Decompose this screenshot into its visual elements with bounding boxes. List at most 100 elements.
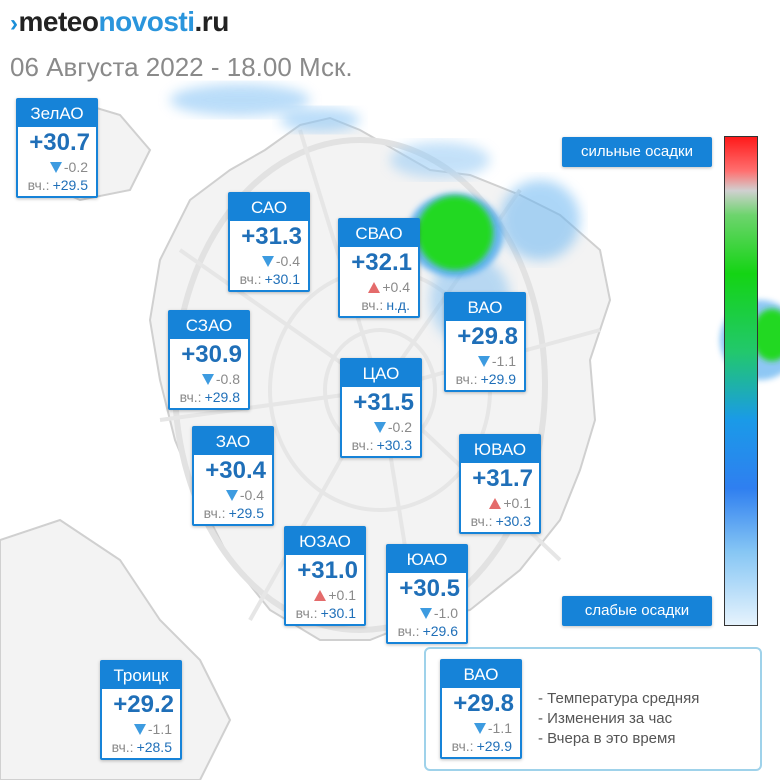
yesterday-temp: н.д. [386, 297, 410, 313]
yesterday-temp: +30.1 [320, 605, 356, 621]
legend-example-card: ВАО +29.8 -1.1 вч.: +29.9 [440, 659, 522, 759]
district-name: САО [230, 194, 308, 221]
yesterday-temp: +30.1 [264, 271, 300, 287]
hourly-change: -1.1 [133, 721, 172, 737]
yesterday-value: вч.: +29.5 [204, 505, 264, 521]
district-name: ЦАО [342, 360, 420, 387]
arrow-down-icon [261, 255, 274, 267]
district-temperature: +29.8 [453, 690, 514, 717]
change-value: -1.1 [491, 353, 516, 369]
arrow-down-icon [49, 161, 62, 173]
district-temperature: +31.0 [297, 557, 358, 584]
forecast-date: 06 Августа 2022 - 18.00 Мск. [10, 52, 353, 82]
district-temperature: +30.4 [205, 457, 266, 484]
yesterday-label: вч.: [470, 513, 493, 529]
yesterday-label: вч.: [239, 271, 262, 287]
yesterday-value: вч.: +28.5 [112, 739, 172, 755]
district-card-yuao: ЮАО +30.5 -1.0 вч.: +29.6 [386, 544, 468, 644]
arrow-down-icon [373, 421, 386, 433]
district-temperature: +31.7 [472, 465, 533, 492]
district-card-yuzao: ЮЗАО +31.0 +0.1 вч.: +30.1 [284, 526, 366, 626]
change-value: -0.4 [275, 253, 300, 269]
district-name: СВАО [340, 220, 418, 247]
yesterday-temp: +29.5 [228, 505, 264, 521]
yesterday-value: вч.: +30.1 [296, 605, 356, 621]
logo-part-meteo: meteo [18, 6, 99, 37]
district-card-svao: СВАО +32.1 +0.4 вч.: н.д. [338, 218, 420, 318]
district-name: СЗАО [170, 312, 248, 339]
strong-precip-label: сильные осадки [562, 137, 712, 167]
district-card-sao: САО +31.3 -0.4 вч.: +30.1 [228, 192, 310, 292]
arrow-down-icon [225, 489, 238, 501]
arrow-up-icon [489, 497, 502, 509]
legend-line-yesterday: - Вчера в это время [538, 730, 676, 747]
yesterday-label: вч.: [179, 389, 202, 405]
yesterday-value: вч.: +29.8 [180, 389, 240, 405]
legend-lines: - Температура средняя - Изменения за час… [538, 689, 699, 749]
yesterday-label: вч.: [451, 738, 474, 754]
district-temperature: +30.7 [29, 129, 90, 156]
change-value: +0.4 [382, 279, 410, 295]
yesterday-temp: +29.5 [52, 177, 88, 193]
yesterday-temp: +29.8 [204, 389, 240, 405]
yesterday-value: вч.: +29.9 [452, 738, 512, 754]
district-temperature: +30.5 [399, 575, 460, 602]
yesterday-temp: +30.3 [376, 437, 412, 453]
hourly-change: -0.2 [49, 159, 88, 175]
yesterday-temp: +29.9 [476, 738, 512, 754]
weak-precip-label: слабые осадки [562, 596, 712, 626]
yesterday-label: вч.: [351, 437, 374, 453]
yesterday-temp: +29.9 [480, 371, 516, 387]
yesterday-value: вч.: +30.3 [471, 513, 531, 529]
district-temperature: +31.5 [353, 389, 414, 416]
yesterday-label: вч.: [361, 297, 384, 313]
yesterday-label: вч.: [27, 177, 50, 193]
hourly-change: +0.1 [489, 495, 531, 511]
arrow-down-icon [477, 355, 490, 367]
yesterday-label: вч.: [295, 605, 318, 621]
district-card-zao: ЗАО +30.4 -0.4 вч.: +29.5 [192, 426, 274, 526]
district-name: ЗелАО [18, 100, 96, 127]
change-value: -1.1 [487, 720, 512, 736]
hourly-change: -1.1 [477, 353, 516, 369]
yesterday-value: вч.: +30.1 [240, 271, 300, 287]
arrow-up-icon [314, 589, 327, 601]
district-temperature: +31.3 [241, 223, 302, 250]
change-value: -0.2 [387, 419, 412, 435]
yesterday-value: вч.: +29.6 [398, 623, 458, 639]
district-name: ЮЗАО [286, 528, 364, 555]
change-value: -0.8 [215, 371, 240, 387]
yesterday-temp: +29.6 [422, 623, 458, 639]
hourly-change: -0.8 [201, 371, 240, 387]
change-value: -1.1 [147, 721, 172, 737]
district-name: Троицк [102, 662, 180, 689]
logo-part-ru: .ru [194, 6, 230, 37]
hourly-change: -1.1 [473, 720, 512, 736]
district-name: ВАО [442, 661, 520, 688]
district-temperature: +30.9 [181, 341, 242, 368]
district-temperature: +29.8 [457, 323, 518, 350]
district-card-szao: СЗАО +30.9 -0.8 вч.: +29.8 [168, 310, 250, 410]
change-value: -1.0 [433, 605, 458, 621]
change-value: -0.2 [63, 159, 88, 175]
logo: ›meteonovosti.ru [10, 6, 229, 38]
yesterday-value: вч.: +29.5 [28, 177, 88, 193]
yesterday-value: вч.: н.д. [361, 297, 410, 313]
district-card-yuvao: ЮВАО +31.7 +0.1 вч.: +30.3 [459, 434, 541, 534]
change-value: +0.1 [328, 587, 356, 603]
yesterday-label: вч.: [111, 739, 134, 755]
district-temperature: +32.1 [351, 249, 412, 276]
district-card-zelao: ЗелАО +30.7 -0.2 вч.: +29.5 [16, 98, 98, 198]
hourly-change: -1.0 [419, 605, 458, 621]
change-value: -0.4 [239, 487, 264, 503]
legend: ВАО +29.8 -1.1 вч.: +29.9 - Температура с… [424, 647, 762, 771]
hourly-change: +0.4 [368, 279, 410, 295]
arrow-down-icon [419, 607, 432, 619]
district-temperature: +29.2 [113, 691, 174, 718]
legend-line-average-temp: - Температура средняя [538, 690, 700, 707]
hourly-change: -0.2 [373, 419, 412, 435]
yesterday-label: вч.: [455, 371, 478, 387]
yesterday-label: вч.: [203, 505, 226, 521]
district-name: ЗАО [194, 428, 272, 455]
hourly-change: +0.1 [314, 587, 356, 603]
